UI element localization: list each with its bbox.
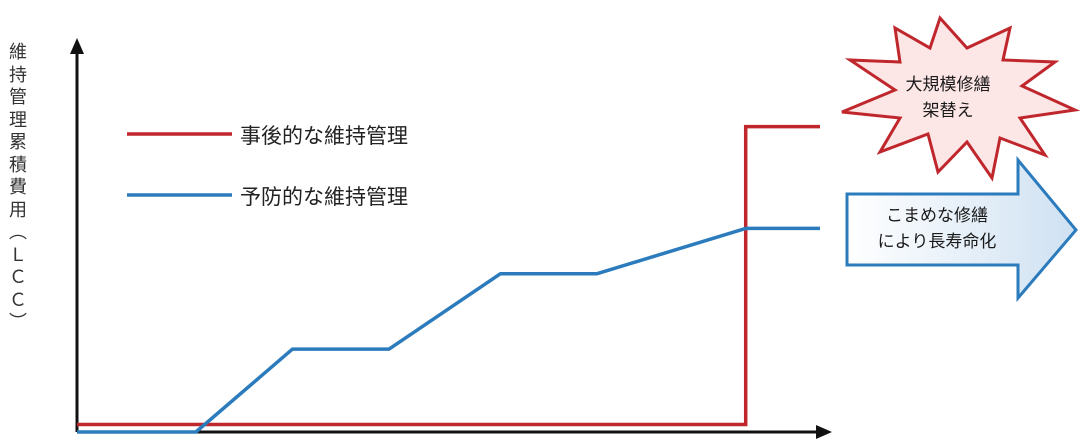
burst-callout-line2: 架替え <box>922 101 974 121</box>
series-line-corrective <box>77 124 820 427</box>
y-axis-label-char: 管 <box>9 87 27 108</box>
burst-callout-line1: 大規模修繕 <box>905 75 991 95</box>
legend-label-corrective: 事後的な維持管理 <box>240 124 408 148</box>
y-axis-label-char: 理 <box>9 109 27 131</box>
legend-label-preventive: 予防的な維持管理 <box>240 185 408 209</box>
y-axis-arrowhead <box>70 38 84 54</box>
arrow-callout-line1: こまめな修繕 <box>886 206 988 226</box>
y-axis-label-char: 維 <box>9 42 27 63</box>
y-axis-label-char: ︵ <box>9 222 27 243</box>
y-axis-label-char: 用 <box>9 199 27 221</box>
arrow-callout-shape <box>845 155 1078 303</box>
y-axis-label-char: 持 <box>9 64 27 86</box>
arrow-callout-line2: により長寿命化 <box>877 232 997 252</box>
y-axis-label-char: 積 <box>9 154 27 176</box>
y-axis-label: 維持管理累積費用 ︵ Ｌ Ｃ Ｃ ︶ <box>6 42 30 335</box>
burst-callout-label: 大規模修繕 架替え <box>893 72 1003 124</box>
y-axis-label-char: 累 <box>9 132 27 153</box>
x-axis-arrowhead <box>816 425 832 439</box>
y-axis-label-char: 費 <box>9 177 27 198</box>
y-axis-label-char: Ｌ <box>9 244 27 266</box>
y-axis-label-char: Ｃ <box>9 289 27 311</box>
burst-callout-shape <box>841 15 1081 182</box>
arrow-callout-label: こまめな修繕 により長寿命化 <box>862 203 1012 255</box>
series-line-preventive <box>77 226 820 434</box>
y-axis-label-char: Ｃ <box>9 267 27 288</box>
y-axis-label-char: ︶ <box>9 312 27 333</box>
